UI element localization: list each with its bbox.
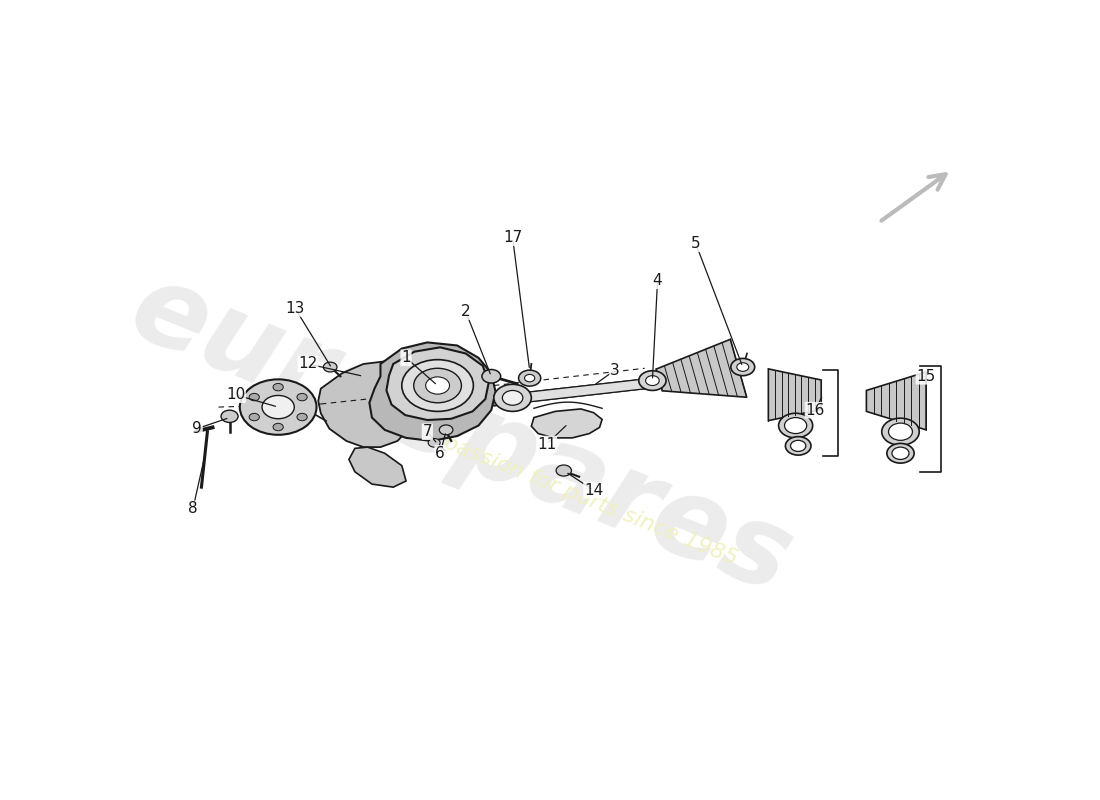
Polygon shape <box>768 369 822 421</box>
Circle shape <box>262 395 295 418</box>
Circle shape <box>414 368 462 402</box>
Polygon shape <box>494 378 658 406</box>
Text: 1: 1 <box>402 350 411 366</box>
Circle shape <box>525 374 535 382</box>
Circle shape <box>297 414 307 421</box>
Polygon shape <box>386 347 488 420</box>
Text: 10: 10 <box>226 387 245 402</box>
Circle shape <box>221 410 238 422</box>
Circle shape <box>482 370 500 383</box>
Circle shape <box>240 379 317 434</box>
Circle shape <box>426 377 450 394</box>
Text: 16: 16 <box>805 402 825 418</box>
Text: 7: 7 <box>422 424 432 439</box>
Polygon shape <box>318 361 415 447</box>
Text: 11: 11 <box>537 437 557 451</box>
Circle shape <box>779 414 813 438</box>
Circle shape <box>882 418 920 446</box>
Text: 13: 13 <box>286 301 305 316</box>
Polygon shape <box>349 447 406 487</box>
Text: 5: 5 <box>691 236 701 251</box>
Circle shape <box>889 423 912 440</box>
Circle shape <box>737 362 749 371</box>
Circle shape <box>784 418 806 434</box>
Circle shape <box>887 443 914 463</box>
Text: 4: 4 <box>652 274 662 288</box>
Text: 3: 3 <box>610 362 619 378</box>
Text: 12: 12 <box>298 357 318 371</box>
Circle shape <box>402 360 473 411</box>
Circle shape <box>439 425 453 435</box>
Text: 6: 6 <box>436 446 446 461</box>
Polygon shape <box>867 372 926 430</box>
Text: 15: 15 <box>916 369 936 384</box>
Circle shape <box>892 447 909 459</box>
Circle shape <box>639 370 665 390</box>
Circle shape <box>646 376 659 386</box>
Text: 14: 14 <box>584 482 603 498</box>
Text: eurospares: eurospares <box>116 254 807 616</box>
Circle shape <box>518 370 541 386</box>
Circle shape <box>273 423 284 430</box>
Circle shape <box>249 414 260 421</box>
Circle shape <box>503 390 522 406</box>
Text: 8: 8 <box>188 502 198 516</box>
Circle shape <box>557 465 571 476</box>
Polygon shape <box>531 409 602 438</box>
Circle shape <box>273 383 284 391</box>
Circle shape <box>730 358 755 376</box>
Text: 17: 17 <box>503 230 522 245</box>
Text: a passion for parts since 1985: a passion for parts since 1985 <box>421 424 740 569</box>
Circle shape <box>297 394 307 401</box>
Circle shape <box>494 384 531 411</box>
Circle shape <box>785 437 811 455</box>
Circle shape <box>428 438 440 447</box>
Circle shape <box>323 362 337 372</box>
Polygon shape <box>657 339 747 398</box>
Circle shape <box>249 394 260 401</box>
Circle shape <box>791 440 806 451</box>
Polygon shape <box>370 342 495 441</box>
Text: 9: 9 <box>192 421 202 436</box>
Text: 2: 2 <box>461 304 471 319</box>
